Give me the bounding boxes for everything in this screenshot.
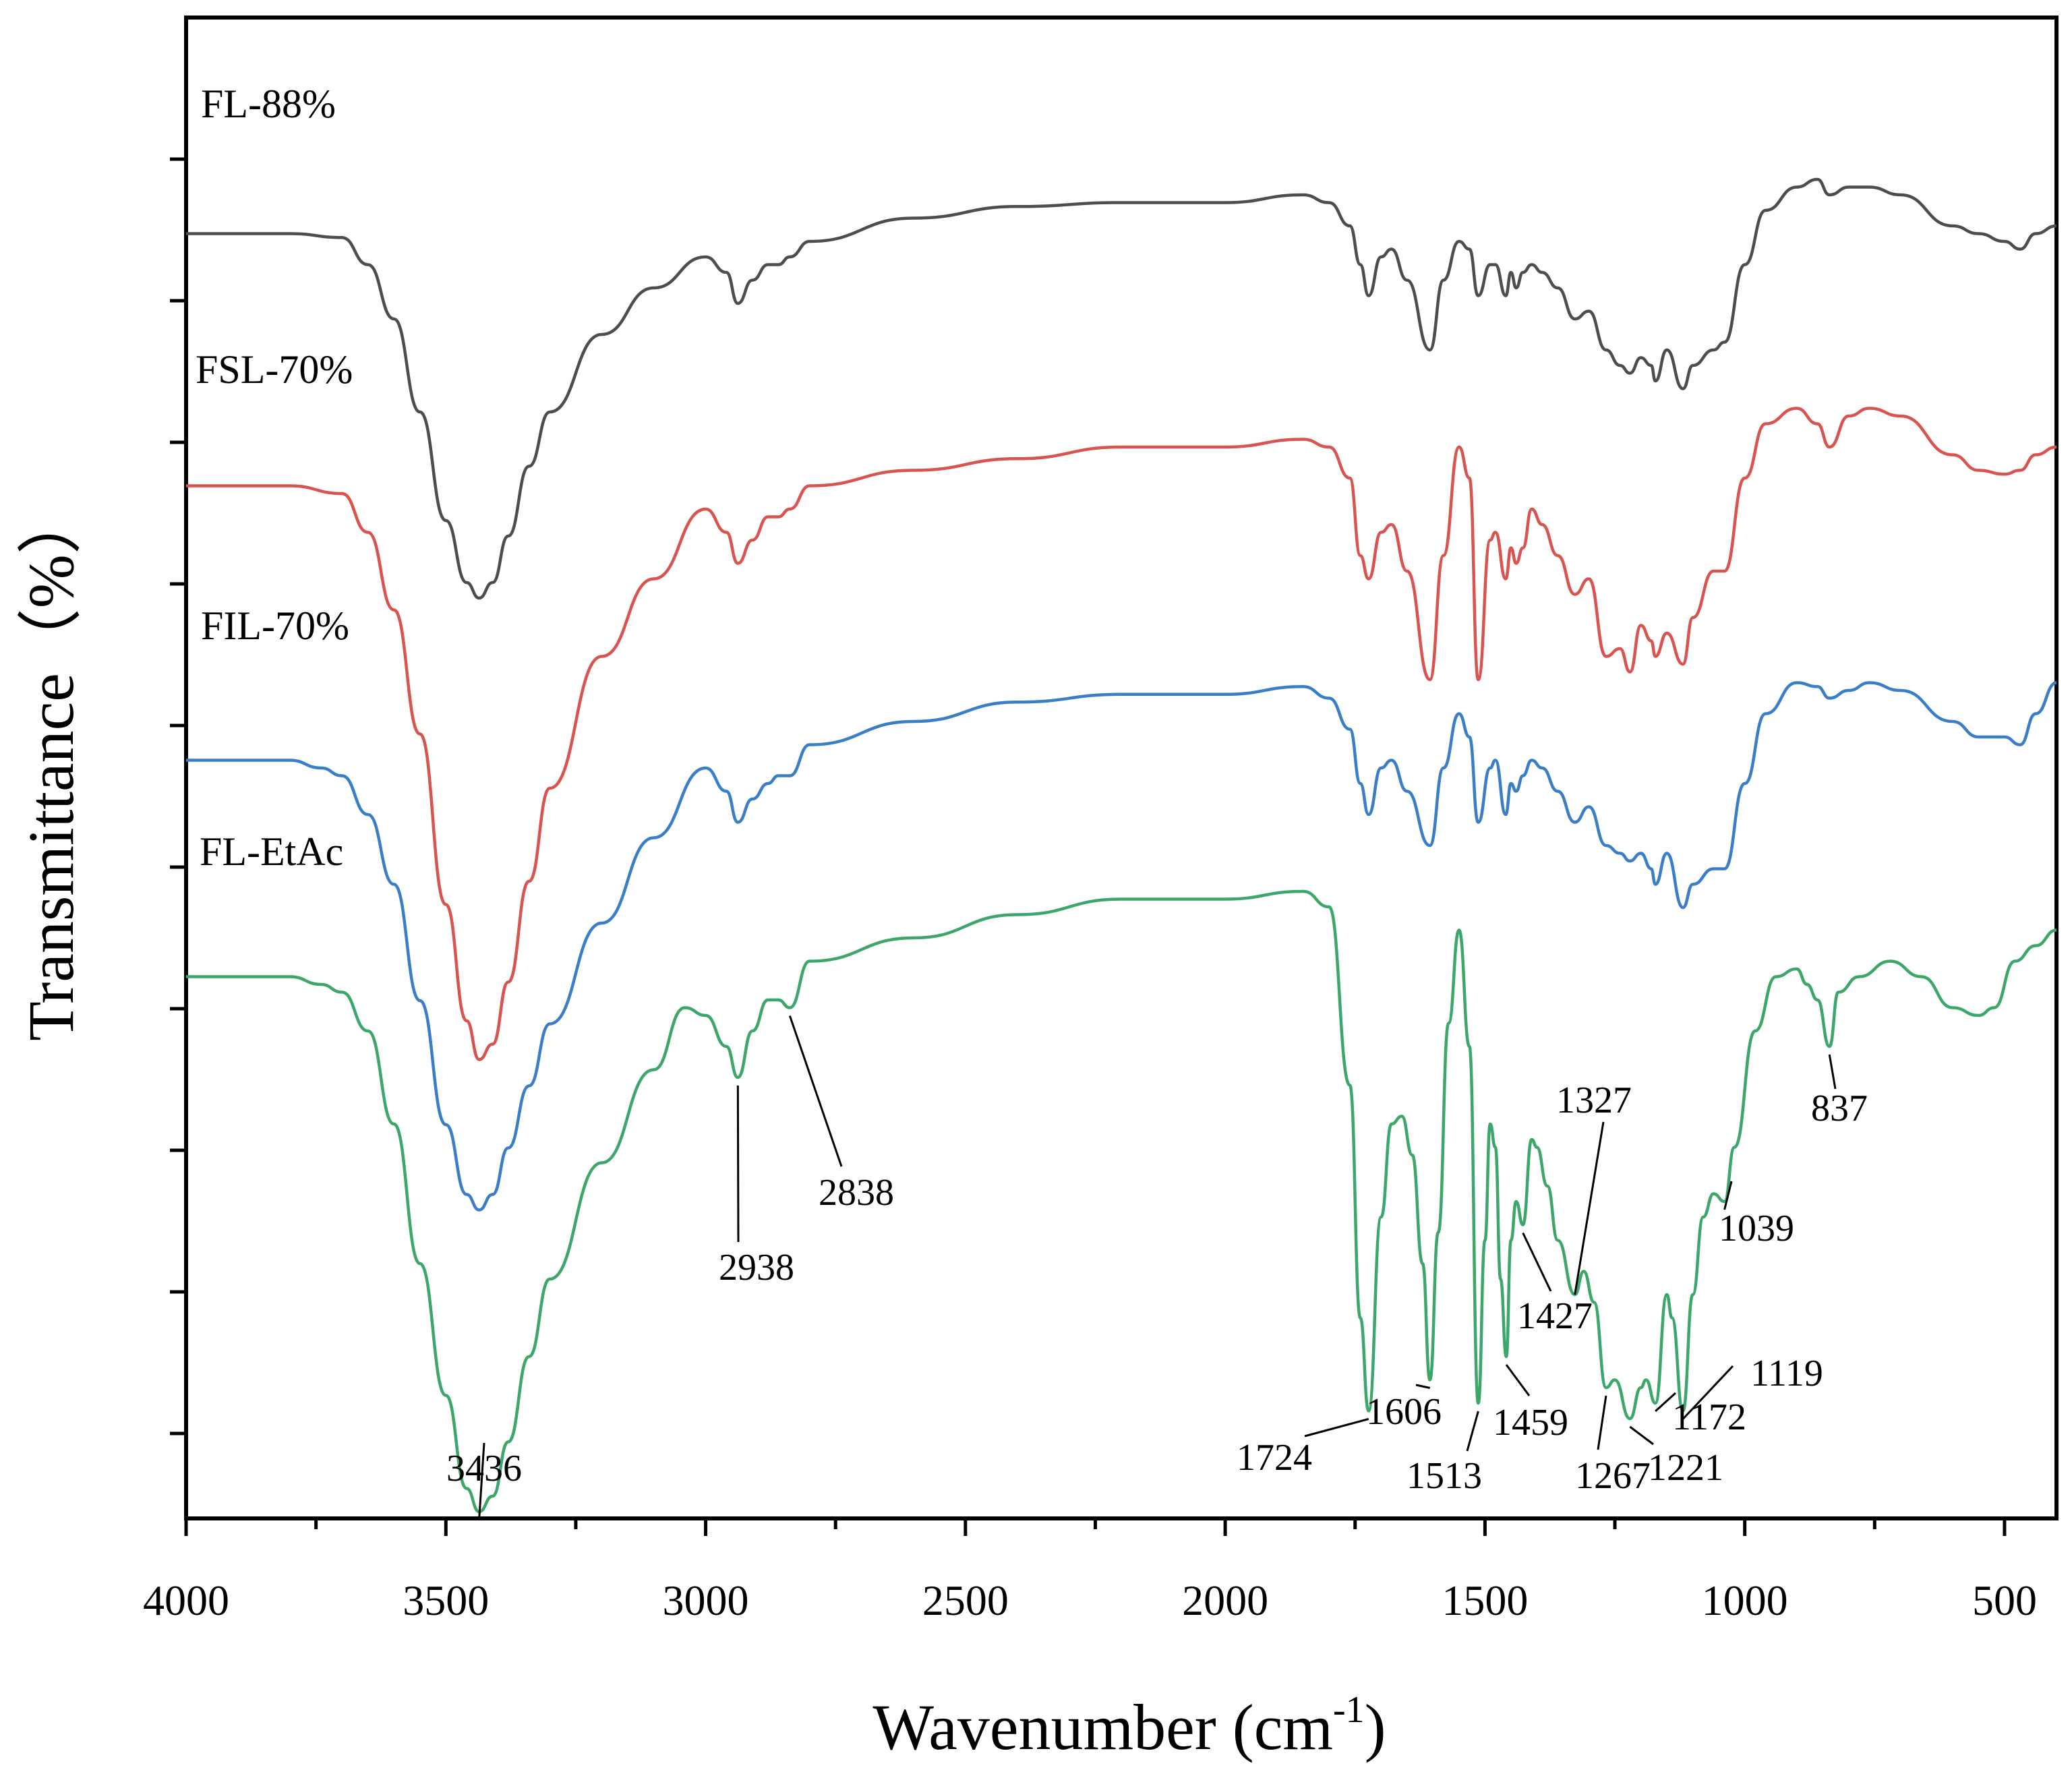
peak-annotation-label: 837 [1811,1088,1868,1129]
peak-annotation-label: 1459 [1493,1402,1568,1444]
annotation-leader-line [1655,1392,1677,1413]
annotation-leader-line [1682,1365,1734,1420]
peak-annotation-label: 1724 [1237,1437,1312,1479]
x-tick-label: 2000 [1182,1576,1268,1624]
series-label: FL-88% [201,82,336,126]
series-line-fl-etac [186,889,2057,1514]
series-line-fsl-70 [186,407,2057,1061]
peak-annotation-label: 1267 [1575,1455,1651,1497]
x-tick-label: 4000 [143,1576,229,1624]
x-tick-label: 3000 [663,1576,749,1624]
annotation-leader-line [1505,1364,1531,1396]
annotation-leader-line [1828,1054,1837,1090]
x-axis-title-superscript: -1 [1333,1689,1365,1731]
peak-annotation-label: 2938 [719,1247,794,1289]
x-tick-label: 1500 [1442,1576,1528,1624]
peak-annotation-label: 1327 [1556,1079,1632,1121]
y-axis-ticks [170,157,186,1435]
series-line-fil-70 [185,681,2057,1212]
x-axis-ticks: 4000 3500 3000 2500 2000 1500 1000 500 [143,1518,2037,1624]
x-axis-title-main: Wavenumber (cm [872,1691,1333,1763]
annotation-leader-line [478,1442,485,1520]
peak-annotation-label: 2838 [819,1172,894,1214]
x-tick-label: 2500 [922,1576,1009,1624]
y-axis-title: Transmittance（%） [15,490,87,1041]
x-axis-title: Wavenumber (cm-1) [872,1689,1386,1763]
annotation-leader-line [788,1015,843,1167]
peak-annotations: 3436 2938 2838 1724 1606 1513 1459 1427 1327 1267… [446,1015,1868,1520]
annotation-leader-line [1597,1395,1607,1450]
series-line-fl-88 [185,177,2057,600]
series-labels: FL-88% FSL-70% FIL-70% FL-EtAc [196,82,353,874]
peak-annotation-label: 1221 [1648,1447,1723,1489]
peak-annotation-label: 1039 [1719,1208,1794,1249]
x-tick-label: 1000 [1702,1576,1788,1624]
peak-annotation-label: 1427 [1517,1295,1593,1337]
plot-frame [184,16,2059,1520]
series-label: FL-EtAc [200,829,343,874]
peak-annotation-label: 1606 [1366,1391,1442,1433]
spectra-lines [185,177,2057,1514]
annotation-leader-line [1522,1232,1552,1292]
x-tick-label: 3500 [403,1576,489,1624]
peak-annotation-label: 1513 [1407,1455,1482,1497]
annotation-leader-line [1574,1121,1605,1295]
x-tick-label: 500 [1972,1576,2037,1624]
peak-annotation-label: 3436 [446,1448,522,1489]
series-label: FSL-70% [196,347,353,392]
series-label: FIL-70% [201,603,349,648]
peak-annotation-label: 1119 [1750,1353,1823,1394]
annotation-leader-line [1415,1384,1431,1389]
annotation-leader-line [1466,1411,1479,1452]
x-axis-title-close: ) [1365,1691,1386,1763]
annotation-leader-line [1629,1425,1654,1446]
annotation-leader-line [1304,1418,1369,1438]
annotation-leader-line [1723,1181,1733,1210]
